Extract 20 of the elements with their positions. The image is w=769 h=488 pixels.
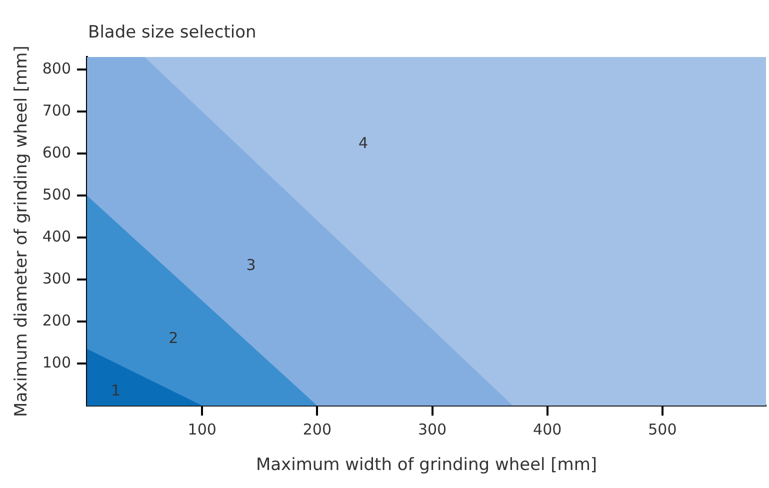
annotation: 2	[168, 328, 178, 347]
x-tick-label: 400	[533, 420, 562, 438]
annotation: 3	[246, 256, 256, 274]
x-axis-title: Maximum width of grinding wheel [mm]	[256, 455, 598, 476]
y-tick-label: 200	[42, 311, 72, 330]
y-tick-label: 700	[42, 101, 72, 120]
y-tick-label: 500	[42, 185, 72, 204]
y-tick-label: 600	[42, 143, 72, 162]
y-axis-title: Maximum diameter of grinding wheel [mm]	[12, 46, 32, 417]
y-tick-label: 400	[42, 227, 72, 246]
y-tick-label: 300	[42, 269, 72, 288]
chart-title: Blade size selection	[88, 22, 256, 42]
x-tick-label: 200	[302, 420, 332, 438]
x-tick-label: 300	[418, 420, 447, 438]
annotation: 1	[111, 381, 121, 400]
y-tick-label: 800	[42, 59, 72, 78]
band-label: 4	[358, 134, 368, 152]
x-tick-label: 100	[188, 420, 216, 438]
x-tick-label: 500	[648, 420, 677, 438]
y-tick-label: 100	[42, 353, 72, 372]
